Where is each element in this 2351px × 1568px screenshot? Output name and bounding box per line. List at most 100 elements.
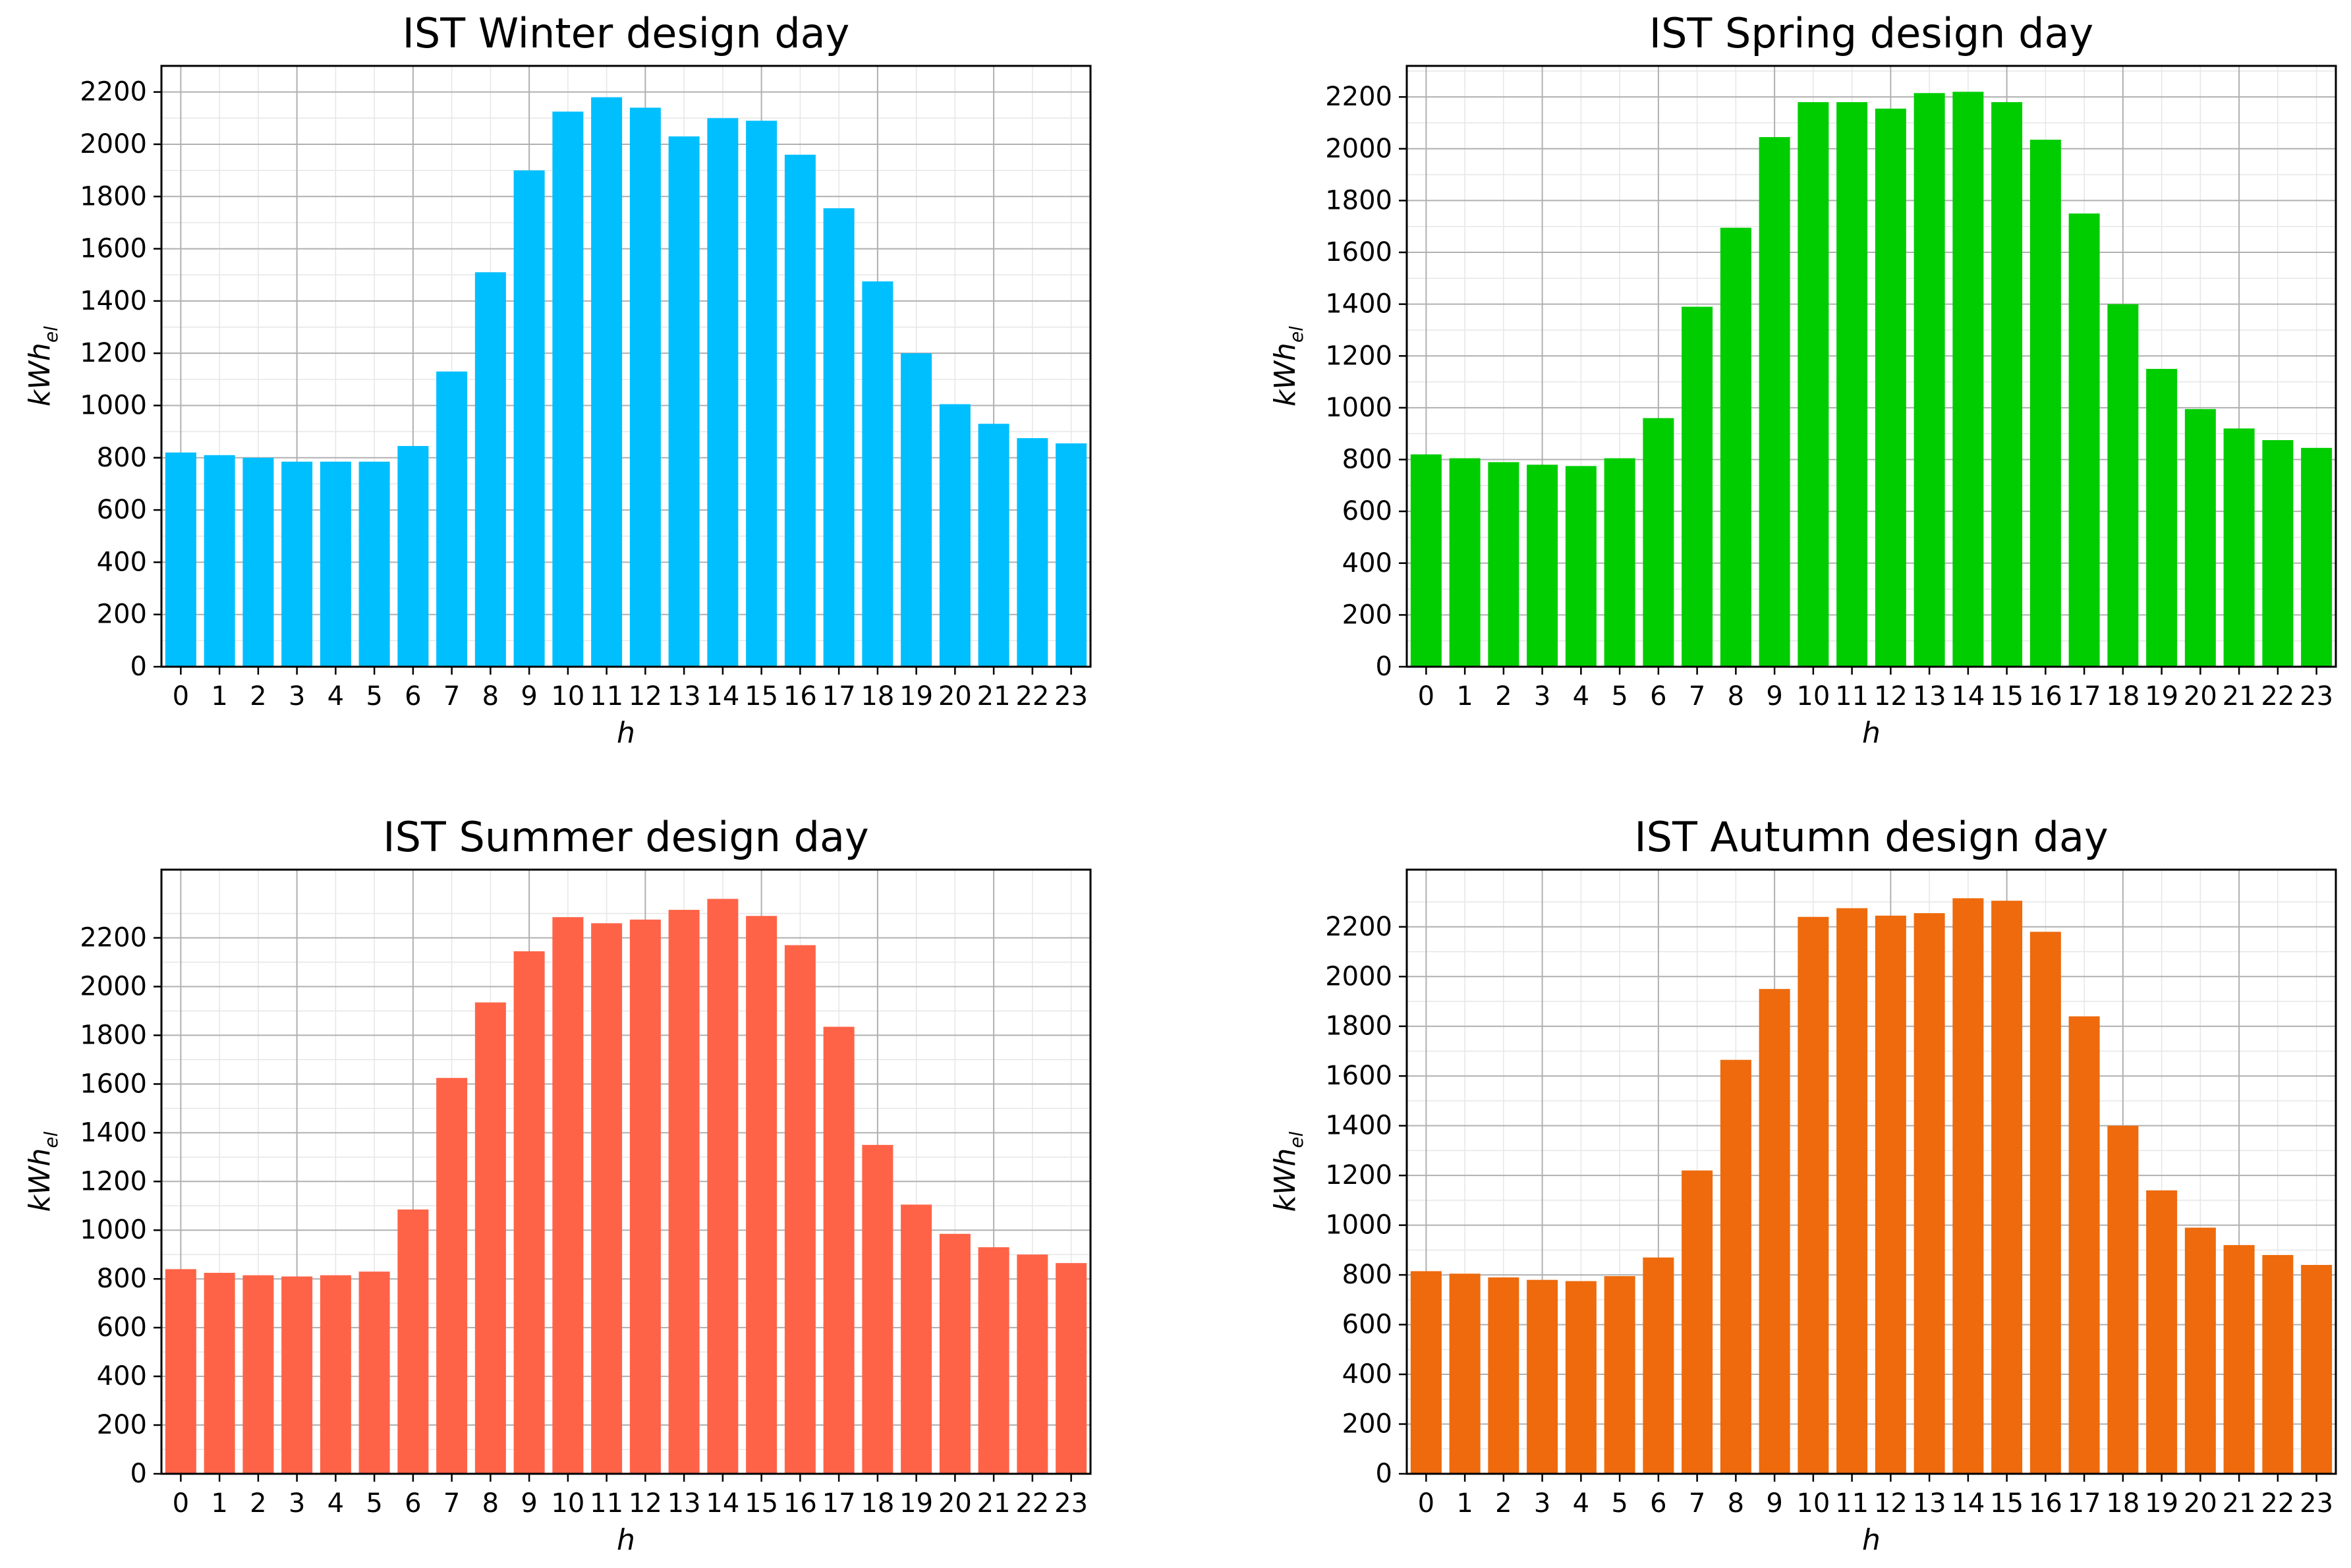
summer-ytick-label: 600	[97, 1312, 147, 1343]
spring-chart-title: IST Spring design day	[1649, 9, 2093, 57]
winter-bar-12	[629, 107, 661, 667]
spring-ytick-label: 400	[1342, 548, 1392, 578]
spring-ytick-label: 800	[1342, 445, 1392, 475]
spring-xtick-label: 14	[1951, 681, 1985, 712]
summer-xtick-label: 12	[629, 1488, 662, 1519]
spring-bar-19	[2146, 368, 2178, 667]
winter-xtick-label: 15	[745, 681, 778, 712]
summer-chart-title: IST Summer design day	[383, 813, 868, 861]
spring-xtick-label: 4	[1573, 681, 1589, 712]
spring-xtick-label: 19	[2145, 681, 2178, 712]
winter-bar-22	[1017, 438, 1048, 667]
summer-bar-19	[901, 1204, 932, 1474]
winter-xtick-label: 21	[977, 681, 1011, 712]
autumn-xtick-label: 4	[1573, 1488, 1589, 1519]
spring-xtick-label: 9	[1766, 681, 1782, 712]
summer-bar-12	[629, 919, 661, 1474]
spring-xtick-label: 22	[2261, 681, 2294, 712]
summer-xtick-label: 0	[173, 1488, 189, 1519]
autumn-y-axis-label-subscript: el	[1286, 1131, 1307, 1148]
autumn-xtick-label: 9	[1766, 1488, 1782, 1519]
summer-bar-23	[1056, 1263, 1087, 1474]
summer-bar-0	[165, 1269, 196, 1474]
autumn-chart: 0200400600800100012001400160018002000220…	[1268, 813, 2337, 1557]
autumn-xtick-label: 3	[1534, 1488, 1550, 1519]
autumn-xtick-label: 15	[1990, 1488, 2024, 1519]
summer-bar-14	[707, 899, 739, 1474]
autumn-xtick-label: 14	[1951, 1488, 1985, 1519]
summer-xtick-label: 23	[1054, 1488, 1088, 1519]
spring-bar-21	[2223, 428, 2255, 667]
winter-y-axis-label-main: kWh	[23, 343, 57, 406]
summer-ytick-label: 1600	[80, 1069, 147, 1099]
autumn-bar-20	[2184, 1227, 2216, 1474]
spring-y-axis-label-subscript: el	[1286, 326, 1307, 343]
autumn-xtick-label: 1	[1456, 1488, 1473, 1519]
autumn-bar-15	[1991, 901, 2023, 1474]
winter-ytick-label: 1200	[80, 338, 147, 368]
spring-bar-15	[1991, 102, 2023, 667]
autumn-bar-10	[1798, 916, 1829, 1474]
winter-xtick-label: 4	[327, 681, 344, 712]
spring-xtick-label: 3	[1534, 681, 1550, 712]
winter-xtick-label: 9	[521, 681, 537, 712]
summer-xtick-label: 2	[250, 1488, 266, 1519]
autumn-bar-21	[2223, 1245, 2255, 1474]
autumn-xtick-label: 8	[1728, 1488, 1744, 1519]
winter-xtick-label: 11	[590, 681, 623, 712]
autumn-bar-1	[1449, 1274, 1481, 1474]
autumn-ytick-label: 800	[1342, 1260, 1392, 1290]
summer-bar-5	[358, 1272, 390, 1474]
summer-bar-16	[784, 945, 816, 1474]
summer-xtick-label: 15	[745, 1488, 778, 1519]
summer-ytick-label: 2000	[80, 971, 147, 1001]
summer-bar-21	[978, 1247, 1009, 1474]
winter-bar-20	[939, 404, 971, 667]
winter-xtick-label: 7	[443, 681, 460, 712]
spring-ytick-label: 2200	[1325, 82, 1392, 112]
summer-xtick-label: 11	[590, 1488, 623, 1519]
spring-ytick-label: 1600	[1325, 237, 1392, 267]
spring-ytick-label: 600	[1342, 496, 1392, 526]
summer-bar-2	[242, 1275, 274, 1474]
winter-bar-8	[474, 272, 506, 667]
winter-bar-18	[862, 281, 893, 667]
summer-xtick-label: 7	[443, 1488, 460, 1519]
spring-xtick-label: 12	[1874, 681, 1908, 712]
spring-xtick-label: 20	[2184, 681, 2217, 712]
spring-bar-23	[2301, 447, 2333, 667]
spring-bar-7	[1682, 306, 1713, 667]
winter-xtick-label: 6	[405, 681, 421, 712]
spring-ytick-label: 1400	[1325, 289, 1392, 320]
spring-ytick-label: 0	[1376, 652, 1392, 682]
spring-xtick-label: 2	[1495, 681, 1512, 712]
spring-y-axis-label-main: kWh	[1268, 343, 1302, 406]
winter-bar-2	[242, 457, 274, 667]
summer-xtick-label: 1	[211, 1488, 227, 1519]
winter-y-axis-label-subscript: el	[40, 326, 62, 343]
autumn-chart-title: IST Autumn design day	[1634, 813, 2108, 861]
summer-bar-3	[281, 1276, 313, 1474]
autumn-bar-0	[1410, 1271, 1442, 1474]
spring-ytick-label: 200	[1342, 600, 1392, 630]
winter-bar-19	[901, 353, 932, 667]
winter-y-axis-label: kWhel	[23, 326, 62, 406]
spring-xtick-label: 5	[1611, 681, 1628, 712]
autumn-plot-frame	[1405, 868, 2337, 1475]
summer-xtick-label: 6	[405, 1488, 421, 1519]
winter-bar-9	[513, 170, 545, 667]
winter-ytick-label: 2000	[80, 129, 147, 159]
winter-bar-6	[397, 445, 429, 667]
winter-xtick-label: 12	[629, 681, 662, 712]
spring-bar-12	[1875, 108, 1906, 667]
summer-ytick-label: 2200	[80, 923, 147, 953]
autumn-xtick-label: 16	[2029, 1488, 2062, 1519]
autumn-ytick-label: 2200	[1325, 912, 1392, 942]
summer-xtick-label: 14	[706, 1488, 739, 1519]
summer-bar-8	[474, 1002, 506, 1474]
winter-xtick-label: 23	[1054, 681, 1088, 712]
summer-xtick-label: 22	[1015, 1488, 1049, 1519]
summer-ytick-label: 0	[130, 1459, 147, 1489]
winter-bar-10	[552, 111, 584, 667]
spring-y-axis-label: kWhel	[1268, 326, 1307, 406]
